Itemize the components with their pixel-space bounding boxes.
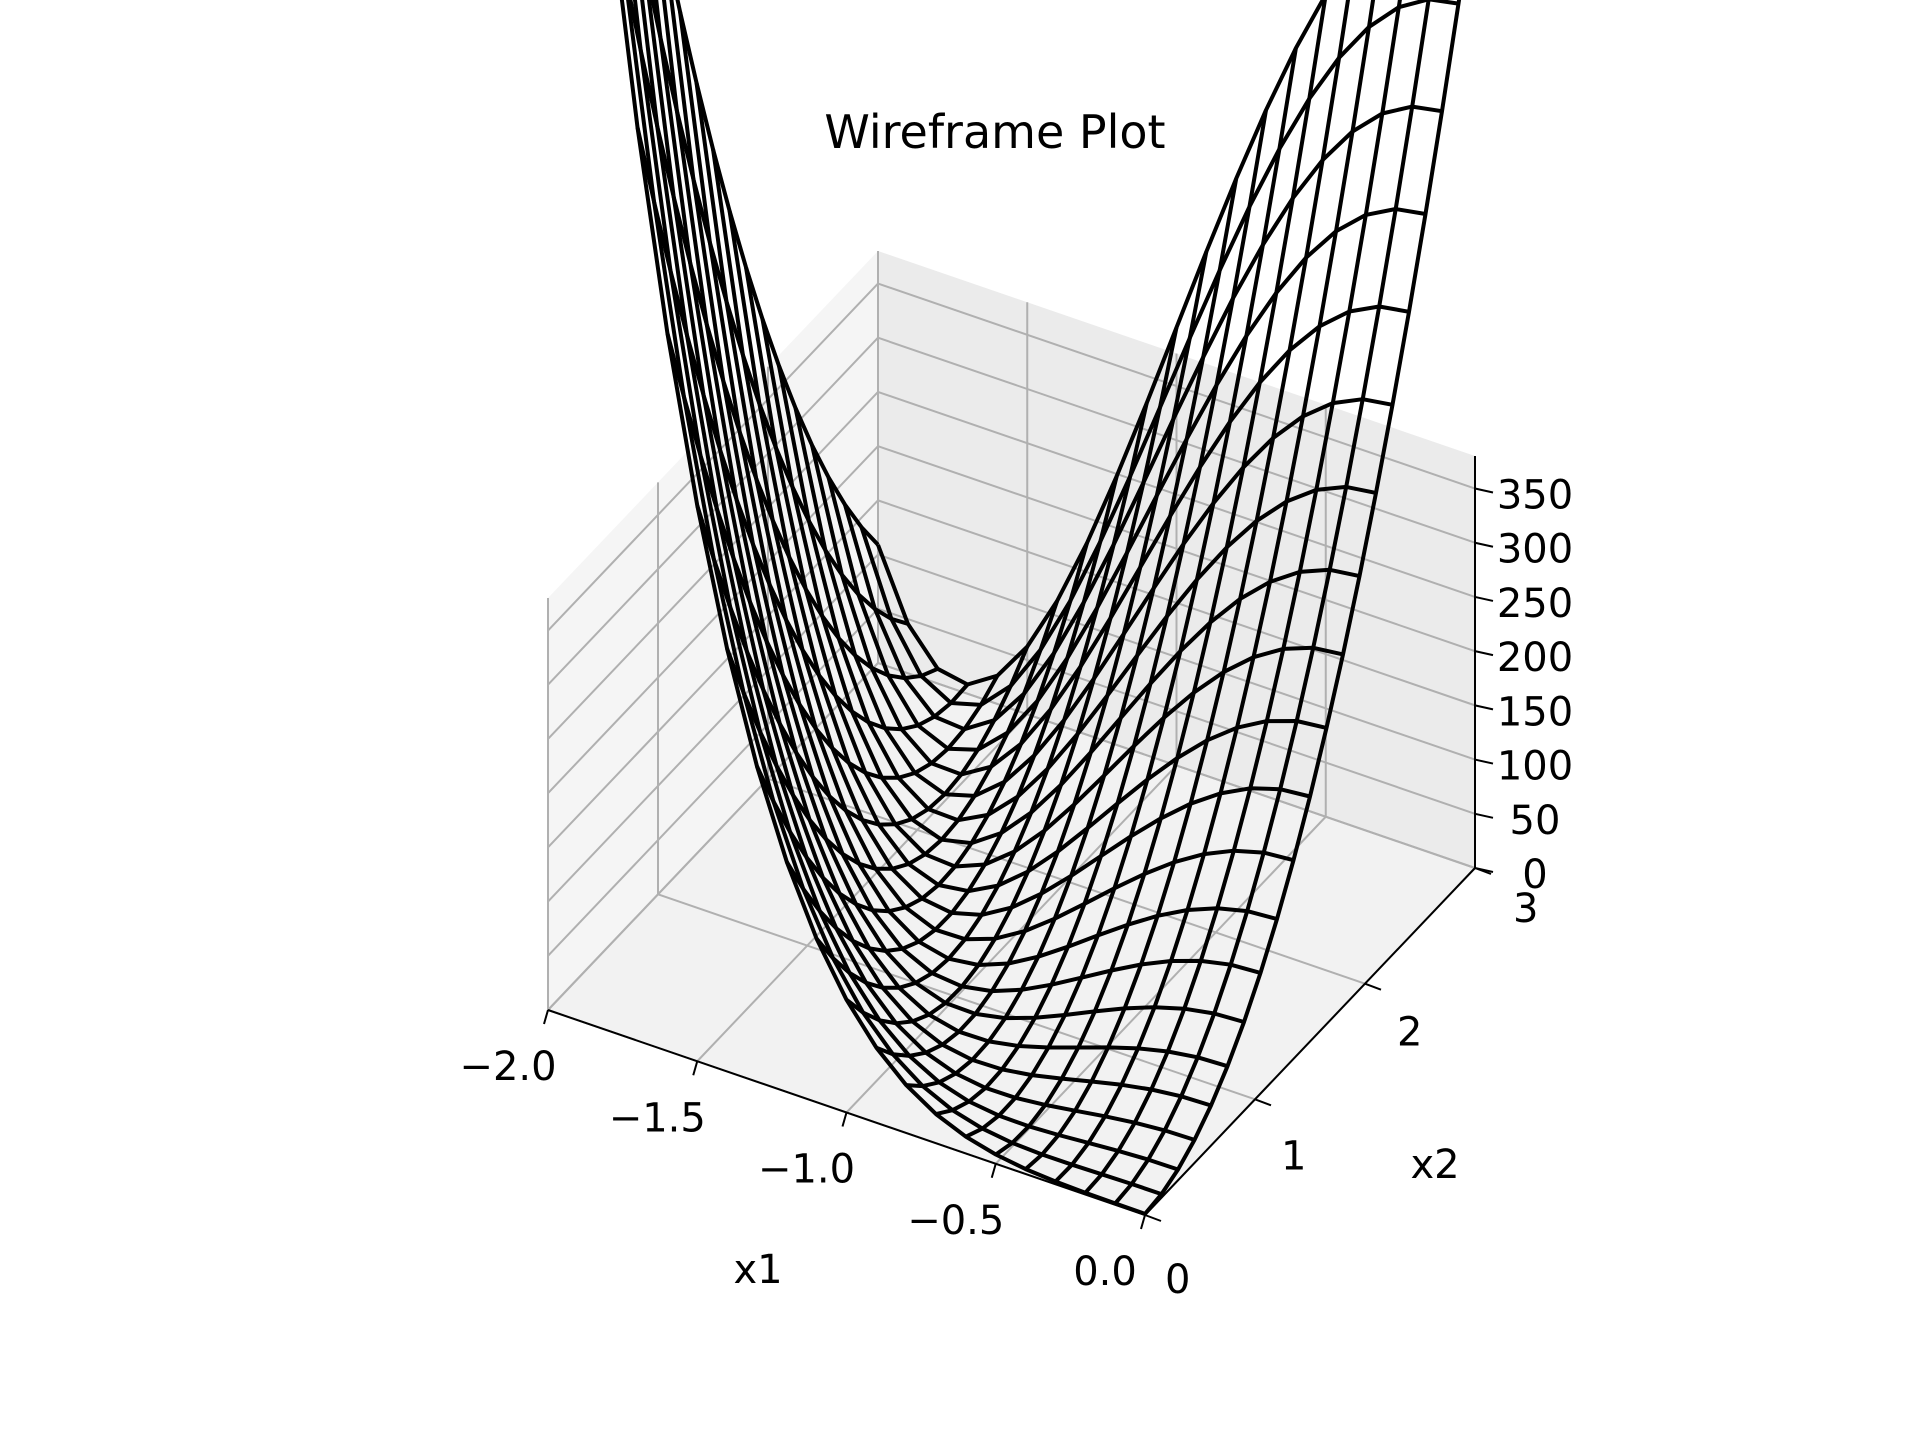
wire-line-x1	[785, 475, 1119, 953]
y-tick-mark	[1144, 1214, 1162, 1222]
y-axis-line	[1144, 867, 1476, 1216]
wire-line-x1	[845, 327, 1179, 1026]
grid-line-z-back	[877, 336, 1476, 544]
axis-lines	[543, 456, 1494, 1230]
y-axis-label: x2	[1410, 1142, 1459, 1188]
z-tick-mark	[1474, 595, 1494, 602]
wireframe-surface	[619, 0, 1462, 1216]
wire-line-x1	[665, 332, 1000, 780]
wire-line-x1	[994, 0, 1327, 1157]
grid-line-z-back	[877, 445, 1476, 653]
x-tick-label: −1.5	[609, 1095, 706, 1141]
x-tick-label: −0.5	[907, 1198, 1004, 1244]
wire-line-x1	[725, 600, 1059, 871]
wire-line-x1	[695, 505, 1030, 827]
x-axis-label: x1	[733, 1247, 782, 1293]
wire-line-x1	[650, 0, 909, 626]
grid-line-y-floor	[657, 893, 1256, 1101]
y-tick-label: 0	[1165, 1257, 1190, 1303]
z-tick-label: 350	[1497, 473, 1573, 519]
axis-labels: −2.0−1.5−1.0−0.50.0 012305010015020025030…	[459, 473, 1573, 1304]
x-tick-mark	[692, 1060, 699, 1076]
z-tick-mark	[1474, 812, 1494, 819]
x-tick-mark	[543, 1009, 549, 1025]
grid-line-z-side	[547, 445, 879, 794]
z-tick-mark	[1474, 650, 1494, 657]
wire-line-x1	[675, 0, 880, 547]
z-tick-mark	[1474, 487, 1494, 494]
z-tick-label: 150	[1497, 689, 1573, 735]
chart-title: Wireframe Plot	[824, 105, 1165, 159]
grid-line-y-floor	[767, 777, 1366, 985]
x-tick-mark	[841, 1112, 848, 1127]
z-tick-mark	[1474, 758, 1494, 765]
z-tick-label: 250	[1497, 581, 1573, 627]
z-tick-mark	[1474, 704, 1494, 711]
x-tick-mark	[1140, 1214, 1146, 1230]
wire-line-x1	[935, 109, 1268, 1117]
y-tick-label: 1	[1281, 1133, 1306, 1179]
y-tick-label: 2	[1397, 1010, 1422, 1056]
z-tick-mark	[1474, 867, 1494, 873]
z-tick-label: 200	[1497, 635, 1573, 681]
wire-line-x1	[1113, 0, 1431, 1205]
wire-line-x1	[815, 402, 1149, 990]
wire-line-x1	[755, 542, 1089, 914]
z-tick-mark	[1474, 541, 1494, 548]
y-tick-label: 3	[1513, 886, 1538, 932]
wire-line-x1	[1054, 0, 1376, 1183]
side-pane	[548, 251, 878, 1010]
grid-line-z-side	[547, 608, 879, 957]
x-tick-mark	[990, 1163, 997, 1179]
z-tick-label: 0	[1522, 852, 1547, 898]
grid-line-z-side	[547, 391, 879, 740]
z-tick-label: 100	[1497, 744, 1573, 790]
y-tick-mark	[1254, 1098, 1272, 1107]
wire-line-x1	[1143, 0, 1462, 1216]
z-tick-label: 300	[1497, 527, 1573, 573]
grid-line-z-back	[877, 607, 1476, 815]
wire-line-x1	[628, 0, 939, 681]
y-tick-mark	[1364, 982, 1382, 991]
grid-line-z-side	[547, 499, 879, 849]
wire-line-x1	[906, 178, 1239, 1089]
x-tick-label: −1.0	[758, 1147, 855, 1193]
wire-line-x1	[1083, 0, 1402, 1195]
x-tick-label: 0.0	[1073, 1249, 1137, 1295]
wire-line-x1	[875, 251, 1209, 1058]
wire-line-x1	[635, 126, 969, 732]
wire-line-x1	[965, 47, 1298, 1139]
grid-line-z-back	[877, 282, 1476, 490]
z-tick-label: 50	[1510, 798, 1561, 844]
x-tick-label: −2.0	[459, 1044, 556, 1090]
wire-line-x1	[1024, 0, 1350, 1171]
